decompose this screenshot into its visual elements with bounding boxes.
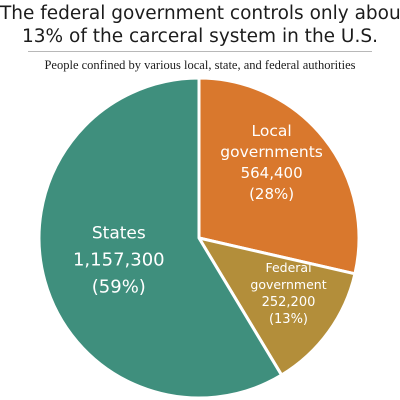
slice-label-2-name-1: Federal	[265, 260, 311, 275]
slice-label-1-name-1: Local	[252, 122, 292, 140]
slice-label-2-name-2: government	[250, 277, 326, 292]
slice-label-2-value: 252,200	[262, 295, 316, 310]
pie-labels: Local governments 564,400 (28%) Federal gover…	[73, 122, 327, 327]
slice-label-3-value: 1,157,300	[73, 249, 165, 270]
slice-label-1-name-2: governments	[220, 143, 323, 161]
pie-slices	[37, 76, 361, 400]
pie-slice-1	[197, 76, 361, 276]
chart-subtitle: People confined by various local, state,…	[44, 58, 356, 72]
title-divider	[28, 51, 372, 52]
chart-title: The federal government controls only abo…	[0, 2, 400, 48]
chart-title-line-2: 13% of the carceral system in the U.S.	[22, 26, 378, 47]
pie-slice-2	[197, 236, 357, 377]
slice-label-3-name-1: States	[92, 223, 146, 243]
pie-slice-3	[37, 76, 284, 400]
slice-label-3-percent: (59%)	[92, 276, 146, 297]
slice-label-1-value: 564,400	[241, 164, 303, 182]
slice-label-1-percent: (28%)	[249, 185, 294, 203]
slice-label-2-percent: (13%)	[269, 312, 308, 327]
chart-title-line-1: The federal government controls only abo…	[0, 3, 400, 24]
